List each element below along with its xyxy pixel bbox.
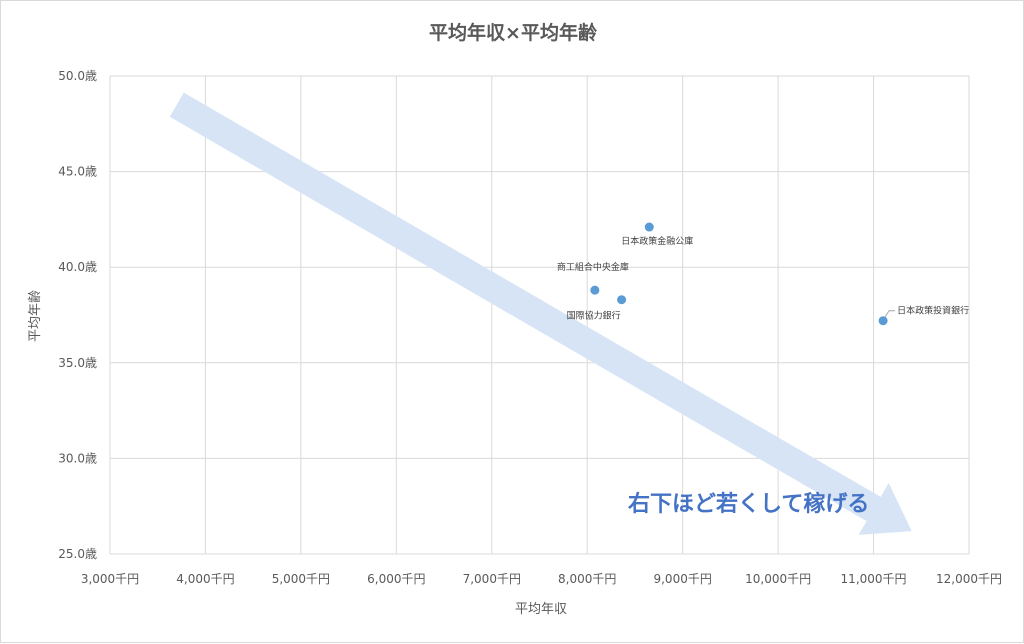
- annotation-text: 右下ほど若くして稼げる: [628, 491, 869, 517]
- x-tick-label: 9,000千円: [653, 572, 711, 586]
- x-tick-label: 8,000千円: [558, 572, 616, 586]
- x-tick-label: 11,000千円: [841, 572, 907, 586]
- y-tick-label: 35.0歳: [58, 356, 97, 370]
- y-axis-title: 平均年齢: [28, 290, 43, 342]
- trend-arrow: [169, 92, 912, 535]
- y-tick-label: 45.0歳: [58, 165, 97, 179]
- x-tick-label: 5,000千円: [272, 572, 330, 586]
- x-tick-label: 12,000千円: [936, 572, 1002, 586]
- y-tick-label: 30.0歳: [58, 451, 97, 465]
- point-label: 国際協力銀行: [567, 310, 621, 322]
- y-tick-label: 40.0歳: [58, 260, 97, 274]
- point-label: 日本政策投資銀行: [897, 305, 969, 317]
- data-point: [644, 222, 654, 232]
- chart-title: 平均年収×平均年齢: [429, 21, 598, 44]
- data-point: [617, 295, 627, 305]
- leader-line: [884, 310, 896, 318]
- y-tick-label: 50.0歳: [58, 69, 97, 83]
- point-label: 日本政策金融公庫: [621, 235, 693, 247]
- x-tick-label: 10,000千円: [745, 572, 811, 586]
- x-tick-label: 3,000千円: [81, 572, 139, 586]
- data-point: [590, 285, 600, 295]
- point-label: 商工組合中央金庫: [557, 261, 629, 273]
- data-point: [878, 316, 888, 326]
- x-tick-label: 6,000千円: [367, 572, 425, 586]
- x-axis-title: 平均年収: [515, 602, 567, 617]
- x-tick-label: 4,000千円: [176, 572, 234, 586]
- x-tick-label: 7,000千円: [463, 572, 521, 586]
- y-tick-label: 25.0歳: [58, 547, 97, 561]
